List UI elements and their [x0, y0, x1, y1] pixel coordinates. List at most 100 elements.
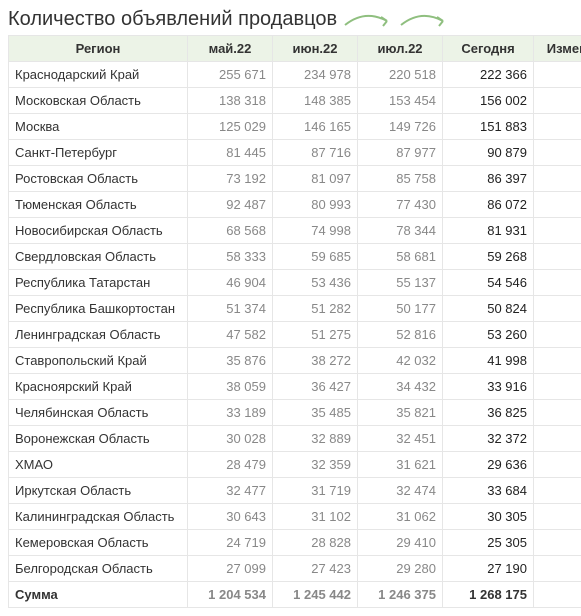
today-cell: 33 684 [443, 478, 534, 504]
table-row: Тюменская Область92 48780 99377 43086 07… [9, 192, 581, 218]
today-cell: 156 002 [443, 88, 534, 114]
month-cell: 35 876 [188, 348, 273, 374]
region-cell: Воронежская Область [9, 426, 188, 452]
month-cell: 32 889 [273, 426, 358, 452]
today-cell: 59 268 [443, 244, 534, 270]
table-row: ХМАО28 47932 35931 62129 636-6.3% [9, 452, 581, 478]
region-cell: Челябинская Область [9, 400, 188, 426]
change-cell: 3.7% [534, 478, 581, 504]
month-cell: 77 430 [358, 192, 443, 218]
today-cell: 86 072 [443, 192, 534, 218]
change-cell: 1.4% [534, 114, 581, 140]
change-cell: -7.1% [534, 556, 581, 582]
change-cell: 0.8% [534, 322, 581, 348]
month-cell: 32 359 [273, 452, 358, 478]
today-cell: 29 636 [443, 452, 534, 478]
month-cell: 35 821 [358, 400, 443, 426]
month-cell: 80 993 [273, 192, 358, 218]
region-cell: ХМАО [9, 452, 188, 478]
month-cell: 31 102 [273, 504, 358, 530]
region-cell: Иркутская Область [9, 478, 188, 504]
today-cell: 53 260 [443, 322, 534, 348]
month-cell: 38 059 [188, 374, 273, 400]
arrow-icon [343, 11, 393, 29]
today-cell: 25 305 [443, 530, 534, 556]
table-row: Ставропольский Край35 87638 27242 03241 … [9, 348, 581, 374]
header-row: Регион май.22 июн.22 июл.22 Сегодня Изме… [9, 36, 581, 62]
col-month-header: июл.22 [358, 36, 443, 62]
today-cell: 81 931 [443, 218, 534, 244]
month-cell: 58 681 [358, 244, 443, 270]
listings-table: Регион май.22 июн.22 июл.22 Сегодня Изме… [8, 35, 581, 608]
table-row: Московская Область138 318148 385153 4541… [9, 88, 581, 114]
month-cell: 234 978 [273, 62, 358, 88]
month-cell: 1 245 442 [273, 582, 358, 608]
month-cell: 125 029 [188, 114, 273, 140]
month-cell: 73 192 [188, 166, 273, 192]
table-row: Ростовская Область73 19281 09785 75886 3… [9, 166, 581, 192]
month-cell: 87 977 [358, 140, 443, 166]
col-region-header: Регион [9, 36, 188, 62]
table-row: Краснодарский Край255 671234 978220 5182… [9, 62, 581, 88]
month-cell: 35 485 [273, 400, 358, 426]
today-cell: 54 546 [443, 270, 534, 296]
month-cell: 81 097 [273, 166, 358, 192]
title-row: Количество объявлений продавцов [8, 8, 573, 31]
change-cell: -0.1% [534, 348, 581, 374]
change-cell: 3.3% [534, 140, 581, 166]
change-cell: -1.5% [534, 374, 581, 400]
month-cell: 32 477 [188, 478, 273, 504]
month-cell: 27 099 [188, 556, 273, 582]
month-cell: 1 204 534 [188, 582, 273, 608]
month-cell: 27 423 [273, 556, 358, 582]
region-cell: Краснодарский Край [9, 62, 188, 88]
region-cell: Калининградская Область [9, 504, 188, 530]
month-cell: 52 816 [358, 322, 443, 348]
sum-row: Сумма1 204 5341 245 4421 246 3751 268 17… [9, 582, 581, 608]
col-month-header: июн.22 [273, 36, 358, 62]
region-cell: Республика Башкортостан [9, 296, 188, 322]
region-cell: Санкт-Петербург [9, 140, 188, 166]
month-cell: 50 177 [358, 296, 443, 322]
change-cell: -1.1% [534, 270, 581, 296]
month-cell: 31 062 [358, 504, 443, 530]
today-cell: 30 305 [443, 504, 534, 530]
change-cell: 11.2% [534, 192, 581, 218]
col-today-header: Сегодня [443, 36, 534, 62]
region-cell: Тюменская Область [9, 192, 188, 218]
month-cell: 68 568 [188, 218, 273, 244]
month-cell: 1 246 375 [358, 582, 443, 608]
today-cell: 1 268 175 [443, 582, 534, 608]
month-cell: 78 344 [358, 218, 443, 244]
month-cell: 47 582 [188, 322, 273, 348]
month-cell: 42 032 [358, 348, 443, 374]
today-cell: 90 879 [443, 140, 534, 166]
change-cell: 0.7% [534, 166, 581, 192]
table-row: Красноярский Край38 05936 42734 43233 91… [9, 374, 581, 400]
region-cell: Ставропольский Край [9, 348, 188, 374]
table-row: Санкт-Петербург81 44587 71687 97790 8793… [9, 140, 581, 166]
region-cell: Сумма [9, 582, 188, 608]
month-cell: 58 333 [188, 244, 273, 270]
today-cell: 50 824 [443, 296, 534, 322]
change-cell: 1.0% [534, 244, 581, 270]
table-row: Республика Татарстан46 90453 43655 13754… [9, 270, 581, 296]
month-cell: 51 282 [273, 296, 358, 322]
region-cell: Кемеровская Область [9, 530, 188, 556]
month-cell: 31 719 [273, 478, 358, 504]
change-cell: -2.4% [534, 504, 581, 530]
month-cell: 28 479 [188, 452, 273, 478]
month-cell: 29 280 [358, 556, 443, 582]
region-cell: Красноярский Край [9, 374, 188, 400]
region-cell: Свердловская Область [9, 244, 188, 270]
month-cell: 85 758 [358, 166, 443, 192]
region-cell: Ленинградская Область [9, 322, 188, 348]
month-cell: 46 904 [188, 270, 273, 296]
table-row: Калининградская Область30 64331 10231 06… [9, 504, 581, 530]
month-cell: 55 137 [358, 270, 443, 296]
table-row: Республика Башкортостан51 37451 28250 17… [9, 296, 581, 322]
month-cell: 138 318 [188, 88, 273, 114]
month-cell: 36 427 [273, 374, 358, 400]
change-cell: 2.8% [534, 400, 581, 426]
table-row: Кемеровская Область24 71928 82829 41025 … [9, 530, 581, 556]
